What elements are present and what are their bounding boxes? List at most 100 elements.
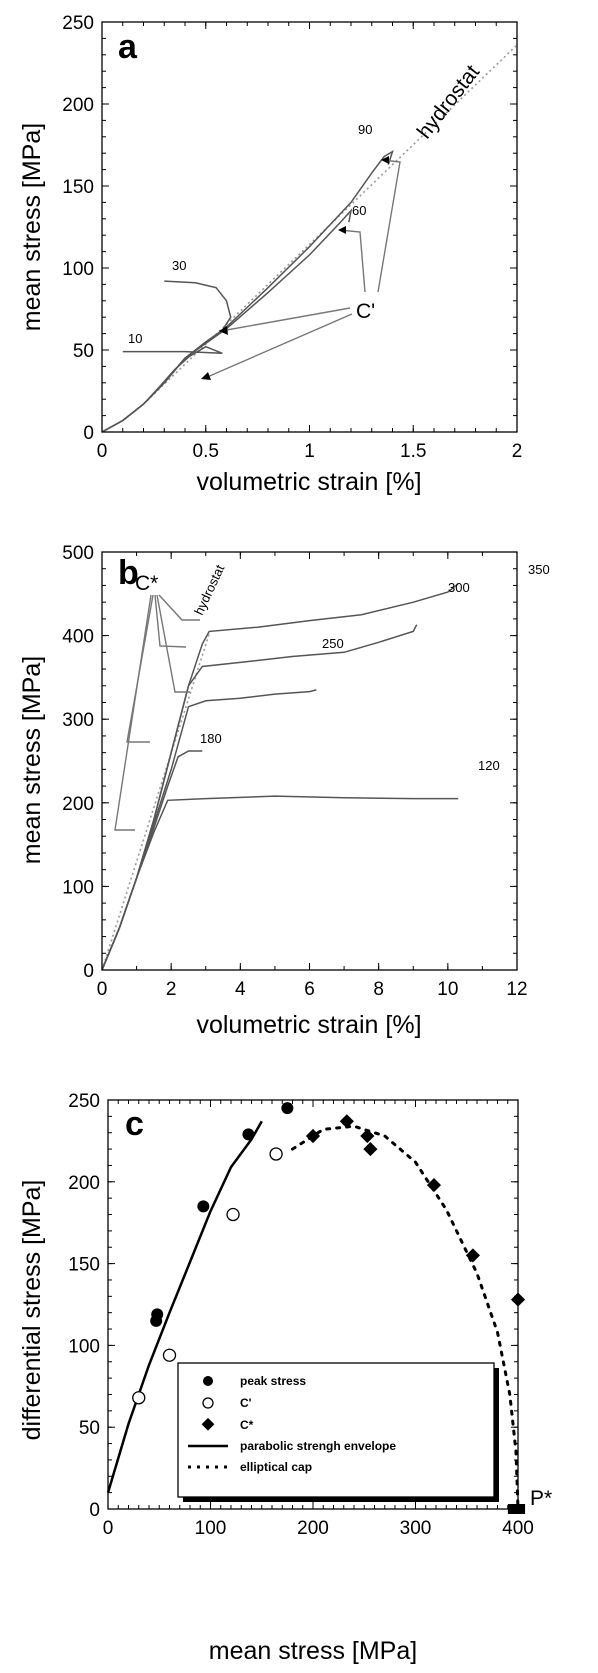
panel-b-arrows bbox=[114, 594, 200, 831]
x-tick-label: 12 bbox=[506, 979, 527, 1000]
panel-b-plot-frame bbox=[101, 551, 518, 971]
x-tick-label: 2 bbox=[166, 979, 177, 1000]
legend-cprime-marker bbox=[202, 1397, 214, 1409]
panel-b-series-label: 300 bbox=[448, 580, 470, 595]
arrow-c-prime-10 bbox=[204, 313, 353, 379]
arrow-c-star-250 bbox=[154, 594, 187, 648]
y-tick-label: 100 bbox=[62, 259, 94, 280]
x-tick-label: 8 bbox=[373, 979, 384, 1000]
panel-b-series-label: 120 bbox=[478, 758, 500, 773]
panel-c-y-axis-title: differential stress [MPa] bbox=[18, 1180, 46, 1441]
legend-cstar-marker bbox=[201, 1417, 215, 1431]
y-tick-label: 0 bbox=[83, 961, 94, 982]
series-line-30 bbox=[101, 280, 232, 433]
legend-peak-marker bbox=[203, 1376, 213, 1386]
arrow-c-prime-30 bbox=[220, 307, 351, 332]
legend-label: peak stress bbox=[240, 1374, 306, 1388]
arrowhead bbox=[338, 226, 346, 234]
panel-a-arrows bbox=[201, 156, 401, 380]
panel-b-y-axis-title: mean stress [MPa] bbox=[18, 656, 46, 864]
elliptical-cap-line bbox=[291, 1124, 520, 1511]
y-tick-label: 50 bbox=[73, 341, 94, 362]
parabolic-envelope-line bbox=[106, 1120, 263, 1493]
arrow-c-prime-90 bbox=[377, 159, 401, 293]
panel-a-series-label: 30 bbox=[172, 258, 186, 273]
series-line-180 bbox=[101, 750, 203, 971]
peak-stress-point bbox=[197, 1200, 210, 1213]
p-star-point bbox=[515, 1504, 526, 1514]
legend-label: parabolic strengh envelope bbox=[240, 1439, 396, 1453]
panel-b-annotation-cstar: C* bbox=[135, 572, 158, 595]
panel-c-letter: c bbox=[125, 1105, 144, 1143]
panel-c-x-axis-title: mean stress [MPa] bbox=[209, 1637, 417, 1665]
y-tick-label: 100 bbox=[68, 1336, 100, 1357]
y-tick-label: 250 bbox=[68, 1091, 100, 1112]
x-tick-label: 1 bbox=[304, 441, 315, 462]
c-prime-point bbox=[132, 1391, 146, 1405]
y-tick-label: 0 bbox=[89, 1500, 100, 1521]
x-tick-label: 4 bbox=[235, 979, 246, 1000]
y-tick-label: 500 bbox=[62, 543, 94, 564]
panel-a-y-axis-title: mean stress [MPa] bbox=[18, 123, 46, 331]
panel-a-series-label: 90 bbox=[358, 122, 372, 137]
c-prime-point bbox=[269, 1147, 283, 1161]
y-tick-label: 150 bbox=[68, 1255, 100, 1276]
c-star-point bbox=[465, 1248, 480, 1263]
c-star-point bbox=[360, 1128, 375, 1144]
x-tick-label: 0 bbox=[103, 1518, 114, 1539]
c-star-point bbox=[510, 1292, 526, 1307]
panel-c-lines bbox=[106, 1120, 520, 1511]
x-tick-label: 0 bbox=[97, 441, 108, 462]
arrowhead bbox=[201, 372, 211, 380]
peak-stress-point bbox=[242, 1128, 255, 1141]
x-tick-label: 200 bbox=[297, 1518, 329, 1539]
x-tick-label: 1.5 bbox=[400, 441, 426, 462]
panel-a-x-axis-title: volumetric strain [%] bbox=[196, 468, 421, 496]
legend-label: C* bbox=[240, 1418, 254, 1432]
panel-b-series-label: 250 bbox=[322, 636, 344, 651]
peak-stress-point bbox=[281, 1102, 294, 1115]
series-line-60 bbox=[101, 208, 353, 433]
c-star-point bbox=[426, 1178, 442, 1193]
y-tick-label: 100 bbox=[62, 877, 94, 898]
x-tick-label: 0.5 bbox=[193, 441, 219, 462]
y-tick-label: 0 bbox=[83, 423, 94, 444]
series-line-90 bbox=[101, 149, 394, 433]
x-tick-label: 300 bbox=[400, 1518, 432, 1539]
legend-label: C' bbox=[240, 1396, 252, 1410]
panel-b-letter: b bbox=[118, 554, 139, 592]
peak-stress-point bbox=[151, 1308, 164, 1321]
y-tick-label: 150 bbox=[62, 177, 94, 198]
arrow-c-star-180 bbox=[126, 594, 154, 743]
legend-label: elliptical cap bbox=[240, 1460, 312, 1474]
p-star-point bbox=[507, 1504, 518, 1514]
c-prime-point bbox=[226, 1207, 240, 1222]
y-tick-label: 300 bbox=[62, 710, 94, 731]
panel-a-annotation-cprime: C' bbox=[356, 300, 375, 323]
y-tick-label: 50 bbox=[79, 1418, 100, 1439]
panel-b-annotation-hydrostat: hydrostat bbox=[191, 562, 227, 617]
c-star-point bbox=[363, 1142, 378, 1157]
panel-a-series-group bbox=[101, 149, 394, 433]
panel-b-series-label: 180 bbox=[200, 731, 222, 746]
arrow-c-star-350 bbox=[158, 594, 200, 621]
y-tick-label: 200 bbox=[62, 794, 94, 815]
y-tick-label: 250 bbox=[62, 13, 94, 34]
panel-c-legend: peak stress C' C* parabolic strengh enve… bbox=[177, 1362, 499, 1502]
panel-b-series-group bbox=[101, 583, 459, 971]
arrow-c-star-120 bbox=[114, 594, 152, 831]
panel-c-annotation-pstar: P* bbox=[530, 1487, 552, 1510]
hydrostat-line bbox=[101, 633, 210, 971]
arrow-c-star-300 bbox=[156, 594, 190, 693]
x-tick-label: 10 bbox=[437, 979, 458, 1000]
x-tick-label: 2 bbox=[512, 441, 523, 462]
arrowhead bbox=[381, 156, 389, 164]
y-tick-label: 200 bbox=[68, 1173, 100, 1194]
x-tick-label: 400 bbox=[502, 1518, 534, 1539]
arrowhead bbox=[219, 326, 228, 335]
x-tick-label: 6 bbox=[304, 979, 315, 1000]
panel-a-series-label: 60 bbox=[352, 203, 366, 218]
